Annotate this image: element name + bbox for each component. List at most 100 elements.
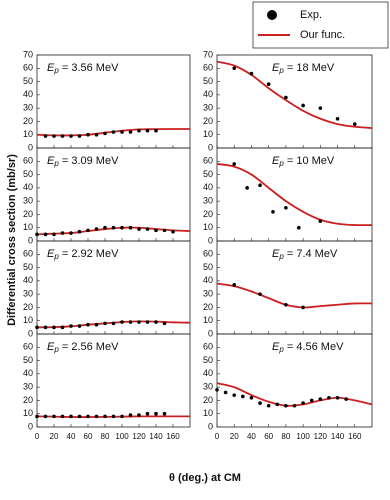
data-point xyxy=(103,414,107,419)
annotation-sub: p xyxy=(53,159,59,168)
x-tick-label: 140 xyxy=(331,432,345,441)
data-point xyxy=(86,414,90,419)
y-tick-label: 20 xyxy=(203,209,213,219)
fit-curve xyxy=(216,60,373,129)
y-tick-label: 50 xyxy=(203,355,213,365)
annotation-symbol: E xyxy=(47,248,55,260)
annotation: Ep = 2.92 MeV xyxy=(47,248,119,261)
data-point xyxy=(43,232,48,237)
legend-label: Exp. xyxy=(300,9,322,21)
data-point xyxy=(215,388,219,392)
data-point xyxy=(249,71,254,76)
y-tick-label: 10 xyxy=(203,129,213,139)
data-point xyxy=(344,397,348,401)
y-tick-label: 20 xyxy=(23,395,33,405)
annotation-sub: p xyxy=(278,159,284,168)
x-tick-label: 160 xyxy=(166,432,180,441)
annotation: Ep = 3.56 MeV xyxy=(47,62,119,75)
annotation-text: = 3.56 MeV xyxy=(59,62,119,74)
y-tick-label: 10 xyxy=(23,408,33,418)
fit-curve xyxy=(216,382,373,407)
y-tick-label: 0 xyxy=(28,328,33,338)
x-axis-title: θ (deg.) at CM xyxy=(169,472,241,484)
x-tick-label: 100 xyxy=(296,432,310,441)
y-tick-label: 0 xyxy=(208,142,213,152)
y-tick-label: 40 xyxy=(203,275,213,285)
data-point xyxy=(301,103,305,108)
data-point xyxy=(77,134,82,138)
data-point xyxy=(335,116,340,121)
y-tick-label: 40 xyxy=(203,368,213,378)
data-point xyxy=(103,321,107,326)
data-point xyxy=(245,186,249,190)
data-point xyxy=(318,219,323,223)
x-tick-label: 80 xyxy=(281,432,290,441)
annotation-sub: p xyxy=(278,252,284,261)
y-tick-label: 0 xyxy=(28,421,33,431)
data-point xyxy=(284,95,288,100)
data-point xyxy=(60,231,65,235)
data-point xyxy=(271,209,275,214)
data-point xyxy=(128,130,133,134)
annotation-text: = 10 MeV xyxy=(284,155,335,167)
annotation-text: = 2.92 MeV xyxy=(59,248,119,260)
data-point xyxy=(275,402,280,407)
y-tick-label: 30 xyxy=(203,289,213,299)
plot-frame xyxy=(216,333,373,428)
data-point xyxy=(94,132,99,137)
y-tick-label: 0 xyxy=(208,328,213,338)
x-tick-label: 60 xyxy=(84,432,93,441)
data-point xyxy=(162,321,167,326)
data-point xyxy=(60,325,65,330)
y-tick-label: 50 xyxy=(23,169,33,179)
y-tick-label: 10 xyxy=(203,315,213,325)
x-tick-label: 0 xyxy=(35,432,40,441)
data-point xyxy=(284,403,288,408)
data-point xyxy=(284,205,288,210)
data-point xyxy=(52,414,56,419)
data-point xyxy=(171,229,175,234)
data-point xyxy=(86,228,90,233)
data-point xyxy=(154,320,158,324)
y-tick-label: 10 xyxy=(23,129,33,139)
data-point xyxy=(137,227,141,231)
data-point xyxy=(258,401,262,405)
data-point xyxy=(145,320,150,324)
y-tick-label: 40 xyxy=(23,89,33,99)
data-point xyxy=(35,414,39,419)
data-point xyxy=(266,82,271,87)
data-point xyxy=(162,411,167,416)
data-point xyxy=(120,414,124,419)
y-tick-label: 20 xyxy=(203,395,213,405)
data-point xyxy=(103,225,107,230)
x-tick-label: 60 xyxy=(264,432,273,441)
annotation: Ep = 7.4 MeV xyxy=(272,248,338,261)
y-tick-label: 30 xyxy=(23,196,33,206)
y-tick-label: 60 xyxy=(23,249,33,259)
data-point xyxy=(145,411,150,416)
data-point xyxy=(86,132,90,137)
data-point xyxy=(297,225,301,230)
annotation: Ep = 18 MeV xyxy=(272,62,335,75)
data-point xyxy=(69,231,73,235)
data-point xyxy=(154,228,158,233)
data-point xyxy=(258,183,262,187)
y-tick-label: 60 xyxy=(203,342,213,352)
data-point xyxy=(318,106,323,110)
data-point xyxy=(249,395,254,400)
data-point xyxy=(137,128,141,133)
data-point xyxy=(94,227,99,231)
data-point xyxy=(335,395,340,400)
y-tick-label: 50 xyxy=(203,169,213,179)
y-tick-label: 30 xyxy=(203,196,213,206)
annotation-symbol: E xyxy=(272,341,280,353)
data-point xyxy=(145,128,150,133)
data-point xyxy=(60,414,65,419)
data-point xyxy=(145,227,150,231)
data-point xyxy=(292,403,297,408)
y-tick-label: 60 xyxy=(203,63,213,73)
x-tick-label: 80 xyxy=(101,432,110,441)
annotation: Ep = 3.09 MeV xyxy=(47,155,119,168)
annotation-symbol: E xyxy=(47,341,55,353)
